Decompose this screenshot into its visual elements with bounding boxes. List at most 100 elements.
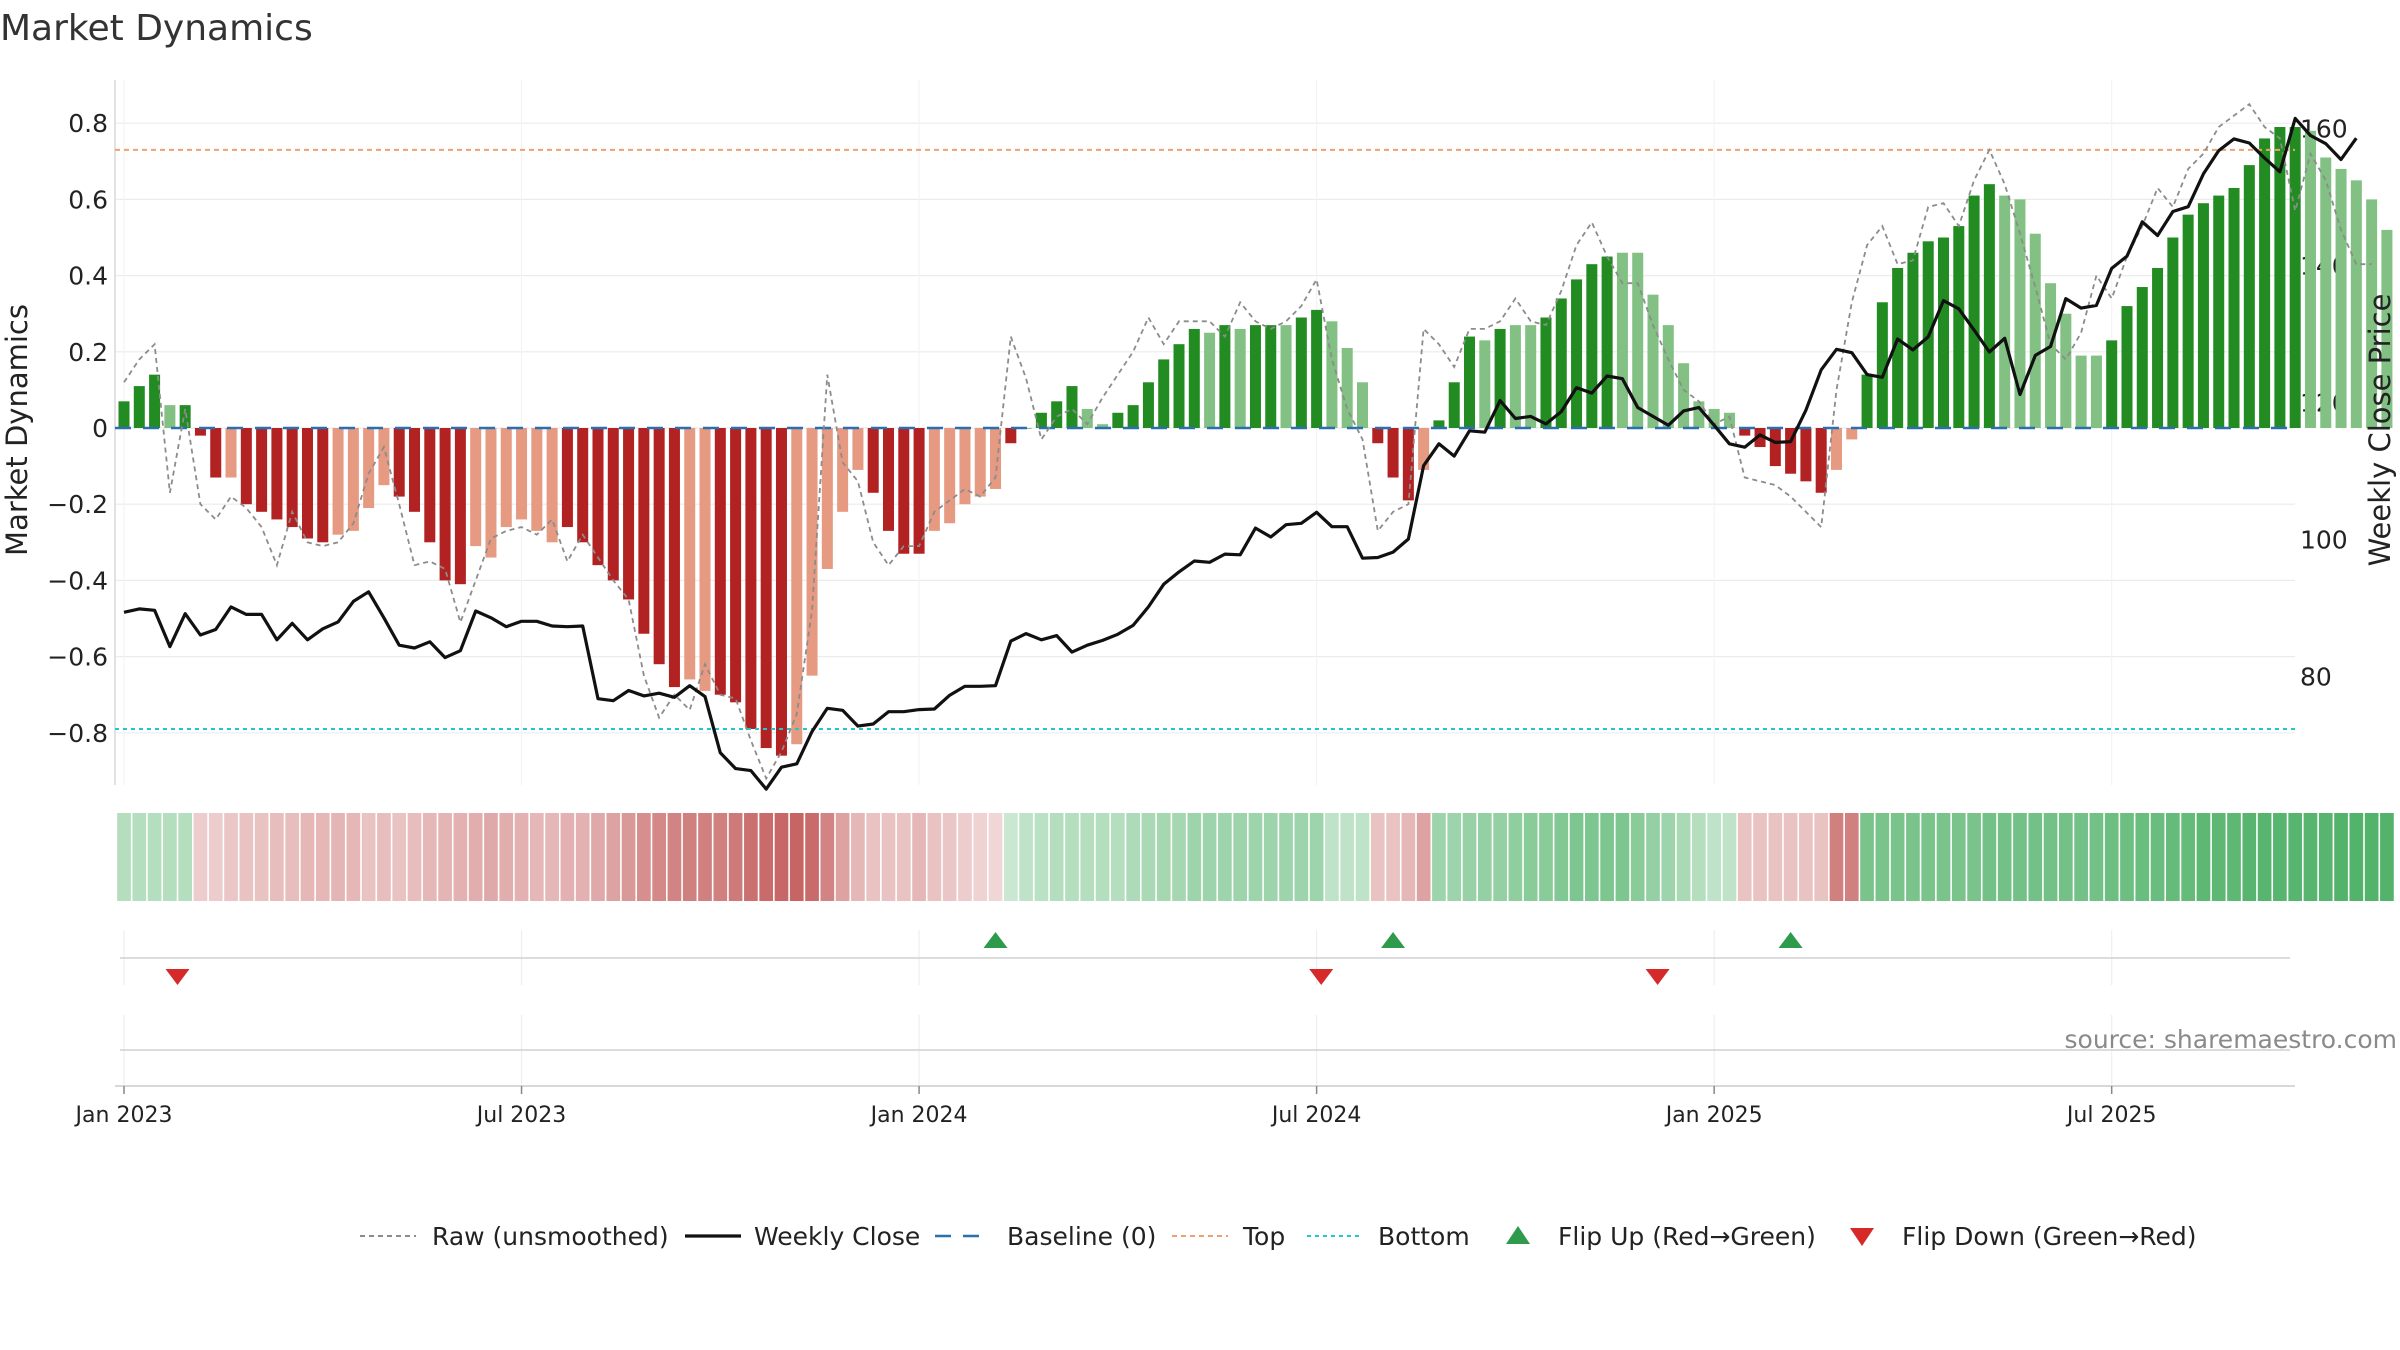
- market-dynamics-bars: [118, 127, 2393, 756]
- heat-cell: [1432, 813, 1446, 901]
- market-dynamics-bar: [1494, 328, 1506, 428]
- market-dynamics-bar: [898, 428, 910, 554]
- heat-cell: [789, 813, 804, 901]
- heat-cell: [698, 813, 712, 901]
- market-dynamics-bar: [1876, 302, 1888, 428]
- market-dynamics-bar: [852, 428, 864, 470]
- heat-cell: [2104, 813, 2119, 901]
- market-dynamics-bar: [1127, 405, 1139, 428]
- heat-cell: [1844, 813, 1859, 901]
- heat-cell: [1554, 813, 1569, 901]
- x-tick-label: Jan 2025: [1664, 1103, 1763, 1128]
- heat-cell: [1508, 813, 1523, 901]
- heat-cell: [1263, 813, 1278, 901]
- market-dynamics-bar: [653, 428, 665, 665]
- heat-cell: [208, 813, 223, 901]
- market-dynamics-bar: [974, 428, 986, 497]
- market-dynamics-bar: [2060, 313, 2072, 428]
- market-dynamics-bar: [1800, 428, 1812, 482]
- heat-cell: [2303, 813, 2318, 901]
- heat-cell: [1401, 813, 1416, 901]
- market-dynamics-bar: [2259, 138, 2271, 428]
- heat-cell: [805, 813, 819, 901]
- heat-cell: [1936, 813, 1951, 901]
- market-dynamics-bar: [1387, 428, 1399, 478]
- heat-cell: [1279, 813, 1293, 901]
- heat-cell: [1019, 813, 1033, 901]
- heat-cell: [1692, 813, 1706, 901]
- heat-cell: [606, 813, 621, 901]
- market-dynamics-bar: [1356, 382, 1368, 428]
- heat-cell: [759, 813, 774, 901]
- heat-cell: [637, 813, 651, 901]
- legend-label: Bottom: [1378, 1222, 1470, 1251]
- heat-cell: [1600, 813, 1614, 901]
- heat-cell: [315, 813, 330, 901]
- heat-cell: [2380, 813, 2394, 901]
- market-dynamics-bar: [1601, 256, 1613, 428]
- market-dynamics-bar: [1754, 428, 1766, 448]
- price-lines: [123, 102, 2372, 791]
- left-tick-label: 0.4: [68, 262, 108, 291]
- heat-cell: [484, 813, 498, 901]
- heat-cell: [514, 813, 529, 901]
- market-dynamics-bar: [1907, 252, 1919, 428]
- heat-cell: [2257, 813, 2272, 901]
- left-tick-label: −0.2: [47, 490, 108, 519]
- market-dynamics-bar: [271, 428, 283, 520]
- left-tick-label: −0.4: [47, 566, 108, 595]
- legend-item-dotted-cyan: Bottom: [1307, 1222, 1470, 1251]
- market-dynamics-bar: [1372, 428, 1384, 444]
- heat-cell: [1034, 813, 1049, 901]
- market-dynamics-bar: [1861, 374, 1873, 428]
- heat-cell: [346, 813, 361, 901]
- date-axis: Jan 2023 Jul 2023 Jan 2024 Jul 2024 Jan 2025…: [74, 1085, 2295, 1128]
- legend-item-dashed-blue: Baseline (0): [935, 1222, 1156, 1251]
- heat-cell: [1860, 813, 1874, 901]
- market-dynamics-bar: [1326, 321, 1338, 428]
- flip-up-marker: [1381, 932, 1406, 948]
- heat-cell: [560, 813, 575, 901]
- market-dynamics-bar: [806, 428, 818, 676]
- market-dynamics-bar: [301, 428, 313, 539]
- market-dynamics-bar: [1066, 386, 1078, 428]
- market-dynamics-bar: [347, 428, 359, 531]
- legend: Raw (unsmoothed) Weekly Close Baseline (0)…: [360, 1222, 2197, 1251]
- heat-cell: [224, 813, 238, 901]
- heat-cell: [178, 813, 193, 901]
- heat-cell: [1630, 813, 1645, 901]
- heat-cell: [300, 813, 315, 901]
- market-dynamics-bar: [1188, 328, 1200, 428]
- heat-cell: [193, 813, 208, 901]
- market-dynamics-bar: [1846, 428, 1858, 440]
- heat-cell: [163, 813, 177, 901]
- source-label: source: sharemaestro.com: [2065, 1025, 2398, 1054]
- flip-markers-panel: [120, 930, 2290, 1085]
- x-tick-label: Jul 2024: [1270, 1103, 1362, 1128]
- market-dynamics-bar: [1999, 195, 2011, 428]
- market-dynamics-bar: [1280, 325, 1292, 428]
- market-dynamics-bar: [1647, 294, 1659, 428]
- heat-cell: [529, 813, 544, 901]
- left-tick-label: 0: [92, 414, 108, 443]
- market-dynamics-bar: [409, 428, 421, 512]
- market-dynamics-bar: [1418, 428, 1430, 470]
- left-tick-label: 0.6: [68, 185, 108, 214]
- market-dynamics-bar: [1708, 408, 1720, 428]
- heat-cell: [468, 813, 483, 901]
- market-dynamics-bar: [1234, 328, 1246, 428]
- market-dynamics-bar: [500, 428, 512, 528]
- market-dynamics-bar: [2014, 199, 2026, 428]
- market-dynamics-bar: [1219, 325, 1231, 428]
- heat-cell: [147, 813, 162, 901]
- market-dynamics-bar: [240, 428, 252, 505]
- heat-cell: [881, 813, 896, 901]
- legend-label: Raw (unsmoothed): [432, 1222, 669, 1251]
- heat-cell: [2364, 813, 2379, 901]
- heat-cell: [728, 813, 743, 901]
- heat-cell: [331, 813, 345, 901]
- heat-cell: [1523, 813, 1538, 901]
- market-dynamics-bar: [2213, 195, 2225, 428]
- heat-cell: [1202, 813, 1217, 901]
- market-dynamics-bar: [2289, 127, 2301, 428]
